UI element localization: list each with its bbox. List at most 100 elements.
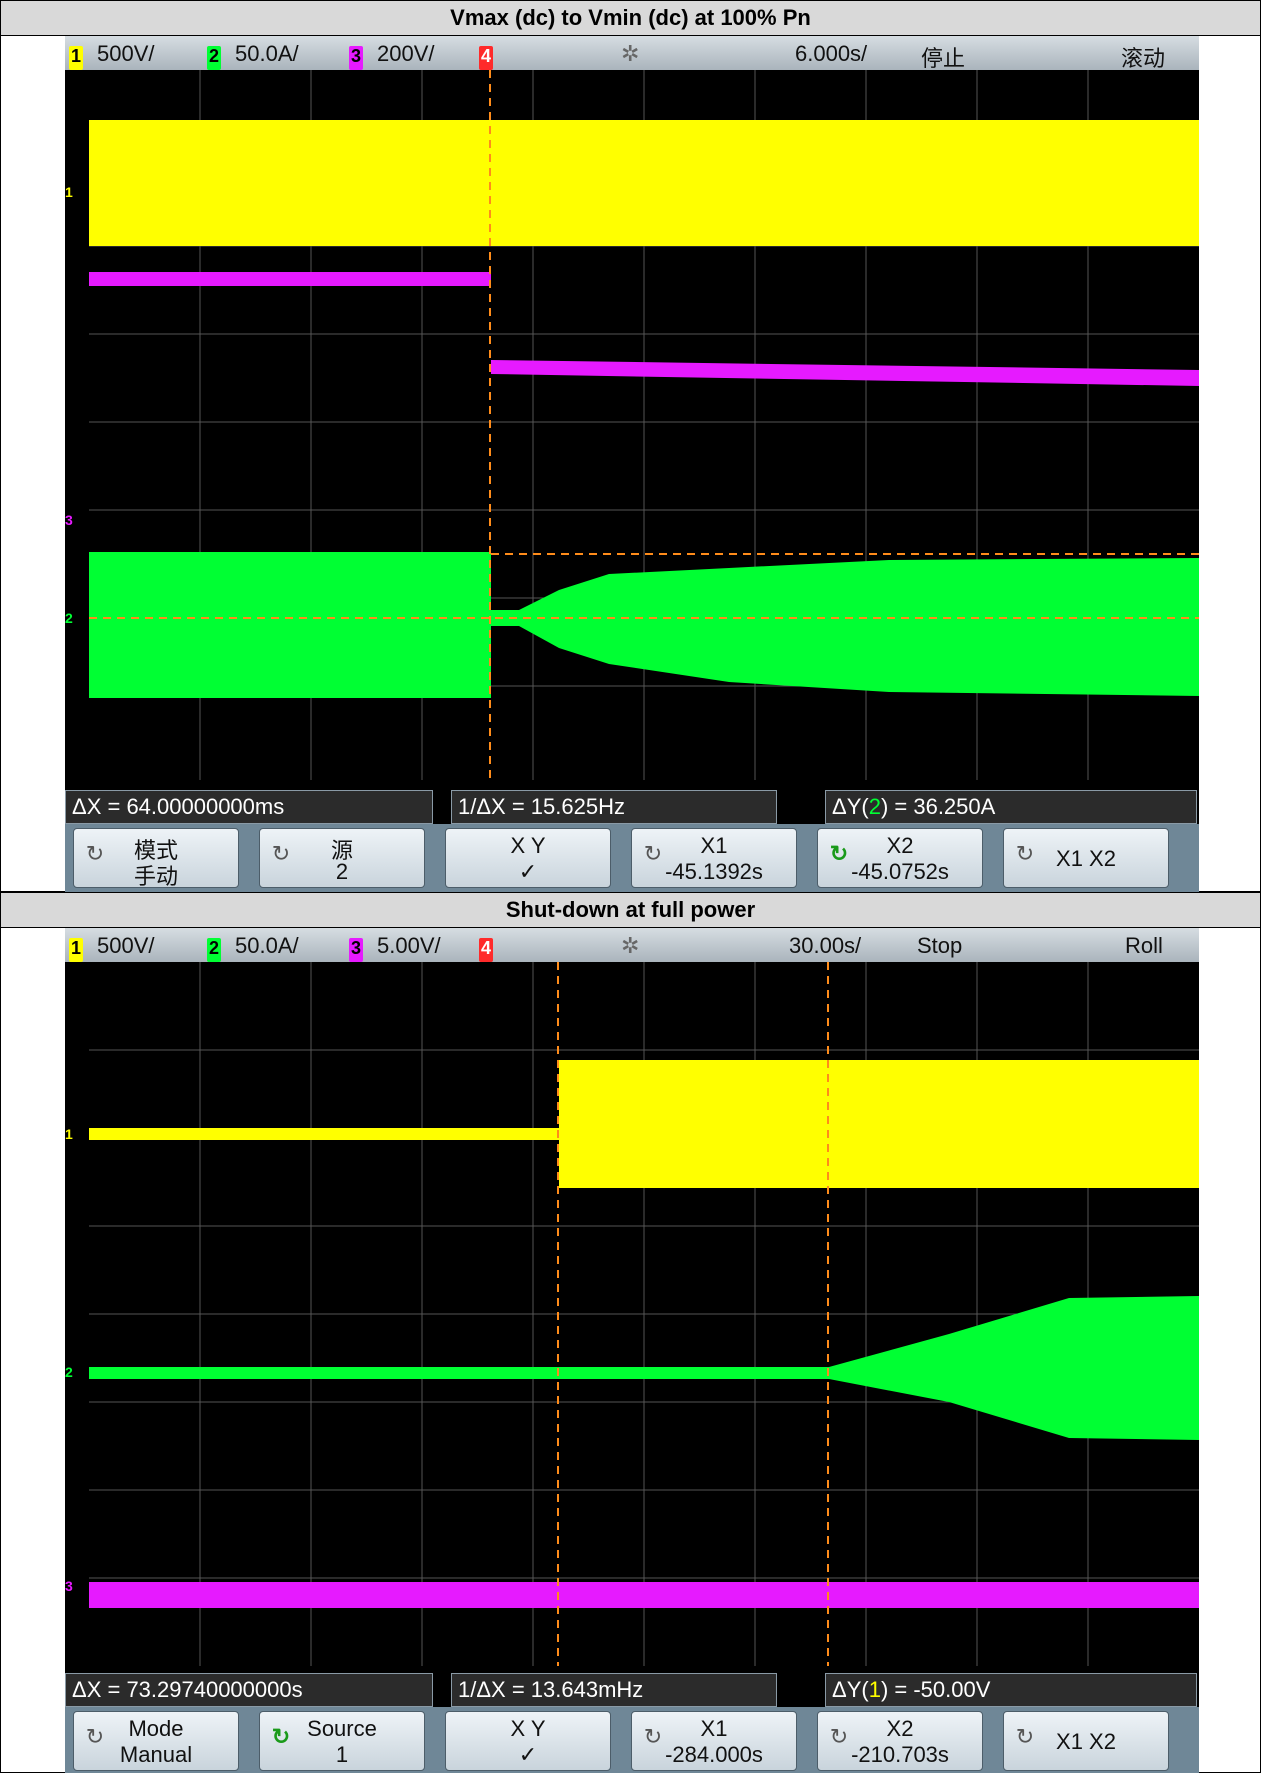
softkey-value: -45.1392s [665, 859, 763, 884]
softkey-source[interactable]: ↻ 源 2 [259, 828, 425, 888]
delta-y-readout: ΔY(1) = -50.00V [825, 1673, 1197, 1707]
status-bar: 1 500V/ 2 50.0A/ 3 5.00V/ 4 ✲ 30.00s/ St… [65, 928, 1199, 962]
ch3-ground-marker: 3 [65, 512, 73, 528]
acquisition-mode[interactable]: 滚动 [1121, 46, 1166, 71]
channel1-scale[interactable]: 500V/ [97, 933, 155, 958]
delta-y-readout: ΔY(2) = 36.250A [825, 790, 1197, 824]
acquire-sunburst-icon: ✲ [621, 41, 640, 66]
ch2-trace-before [89, 1367, 829, 1379]
softkey-label: Source [307, 1716, 377, 1741]
check-icon: ✓ [518, 859, 538, 884]
rotate-arrow-icon: ↻ [643, 841, 663, 866]
softkey-label: X1 [700, 1716, 728, 1741]
delta-x-readout: ΔX = 73.29740000000s [65, 1673, 433, 1707]
ch1-trace [89, 120, 1199, 246]
delta-y-prefix: ΔY( [832, 794, 869, 819]
channel3-scale[interactable]: 200V/ [377, 41, 435, 66]
softkey-value: 1 [335, 1742, 349, 1767]
acquire-sunburst-icon: ✲ [621, 933, 640, 958]
ch2-ground-marker: 2 [65, 1364, 73, 1380]
softkey-value: -284.000s [665, 1742, 763, 1767]
channel1-badge[interactable]: 1 [69, 46, 83, 70]
waveform-grid [89, 70, 1199, 780]
delta-y-channel: 1 [868, 1677, 881, 1702]
rotate-arrow-icon-active: ↻ [829, 841, 849, 866]
softkey-xy[interactable]: X Y ✓ [445, 828, 611, 888]
inverse-delta-x-readout: 1/ΔX = 15.625Hz [451, 790, 777, 824]
waveform-grid [89, 962, 1199, 1666]
softkey-value: -45.0752s [851, 859, 949, 884]
ch1-trace-before [89, 1128, 559, 1140]
channel3-badge[interactable]: 3 [349, 938, 363, 962]
softkey-source[interactable]: ↻ Source 1 [259, 1711, 425, 1771]
channel1-badge[interactable]: 1 [69, 938, 83, 962]
channel4-badge[interactable]: 4 [479, 938, 493, 962]
ch2-ground-marker: 2 [65, 610, 73, 626]
panel2-title: Shut-down at full power [0, 892, 1261, 928]
delta-y-channel: 2 [868, 794, 881, 819]
softkey-value: 手动 [133, 864, 178, 889]
channel4-badge[interactable]: 4 [479, 46, 493, 70]
softkey-x2[interactable]: ↻ X2 -210.703s [817, 1711, 983, 1771]
timebase-scale[interactable]: 30.00s/ [789, 933, 862, 958]
softkey-label: X2 [886, 1716, 914, 1741]
ch1-trace-after [559, 1060, 1199, 1188]
channel2-scale[interactable]: 50.0A/ [235, 933, 299, 958]
softkey-x2[interactable]: ↻ X2 -45.0752s [817, 828, 983, 888]
waveform-plot [89, 70, 1199, 780]
channel2-badge[interactable]: 2 [207, 938, 221, 962]
rotate-arrow-icon: ↻ [85, 1724, 105, 1749]
softkey-label: 模式 [133, 838, 178, 863]
delta-y-value: ) = -50.00V [880, 1677, 991, 1702]
softkey-label: X Y [510, 833, 546, 858]
ch3-trace-before [89, 272, 491, 286]
softkey-label: X1 X2 [1056, 846, 1116, 871]
timebase-scale[interactable]: 6.000s/ [795, 41, 868, 66]
softkey-label: Mode [128, 1716, 184, 1741]
softkey-x1[interactable]: ↻ X1 -45.1392s [631, 828, 797, 888]
rotate-arrow-icon: ↻ [829, 1724, 849, 1749]
waveform-plot [89, 962, 1199, 1666]
softkey-value: 2 [335, 859, 349, 884]
delta-x-readout: ΔX = 64.00000000ms [65, 790, 433, 824]
softkey-value: -210.703s [851, 1742, 949, 1767]
panel1-frame: 1 500V/ 2 50.0A/ 3 200V/ 4 ✲ 6.000s/ 停止 … [0, 36, 1261, 892]
softkey-x1x2[interactable]: ↻ X1 X2 [1003, 828, 1169, 888]
acquisition-mode[interactable]: Roll [1125, 933, 1163, 958]
softkey-label: X Y [510, 1716, 546, 1741]
rotate-arrow-icon: ↻ [85, 841, 105, 866]
ch1-ground-marker: 1 [65, 184, 73, 200]
panel1-title: Vmax (dc) to Vmin (dc) at 100% Pn [0, 0, 1261, 36]
scope-screen-2: 1 500V/ 2 50.0A/ 3 5.00V/ 4 ✲ 30.00s/ St… [65, 928, 1199, 1773]
delta-y-value: ) = 36.250A [880, 794, 996, 819]
ch3-trace [89, 1582, 1199, 1608]
softkey-mode[interactable]: ↻ Mode Manual [73, 1711, 239, 1771]
softkey-x1[interactable]: ↻ X1 -284.000s [631, 1711, 797, 1771]
run-state[interactable]: 停止 [921, 46, 966, 71]
softkey-x1x2[interactable]: ↻ X1 X2 [1003, 1711, 1169, 1771]
channel2-badge[interactable]: 2 [207, 46, 221, 70]
ch2-trace-after [829, 1296, 1199, 1440]
softkey-mode[interactable]: ↻ 模式 手动 [73, 828, 239, 889]
delta-y-prefix: ΔY( [832, 1677, 869, 1702]
softkey-label: X1 [700, 833, 728, 858]
softkey-label: X1 X2 [1056, 1729, 1116, 1754]
softkey-bar: ↻ 模式 手动 ↻ 源 2 X Y ✓ ↻ X1 -45.1392s ↻ X2 -45.0752s… [65, 824, 1199, 892]
channel1-scale[interactable]: 500V/ [97, 41, 155, 66]
channel3-scale[interactable]: 5.00V/ [377, 933, 441, 958]
rotate-arrow-icon: ↻ [1015, 841, 1035, 866]
ch3-ground-marker: 3 [65, 1578, 73, 1594]
ch2-trace-after [491, 558, 1199, 696]
softkey-value: Manual [119, 1742, 193, 1767]
status-bar: 1 500V/ 2 50.0A/ 3 200V/ 4 ✲ 6.000s/ 停止 … [65, 36, 1199, 71]
channel3-badge[interactable]: 3 [349, 46, 363, 70]
softkey-xy[interactable]: X Y ✓ [445, 1711, 611, 1771]
ch2-trace-before [89, 552, 491, 698]
scope-screen-1: 1 500V/ 2 50.0A/ 3 200V/ 4 ✲ 6.000s/ 停止 … [65, 36, 1199, 892]
channel2-scale[interactable]: 50.0A/ [235, 41, 299, 66]
panel2-frame: 1 500V/ 2 50.0A/ 3 5.00V/ 4 ✲ 30.00s/ St… [0, 928, 1261, 1773]
softkey-label: X2 [886, 833, 914, 858]
inverse-delta-x-readout: 1/ΔX = 13.643mHz [451, 1673, 777, 1707]
rotate-arrow-icon: ↻ [1015, 1724, 1035, 1749]
run-state[interactable]: Stop [917, 933, 963, 958]
